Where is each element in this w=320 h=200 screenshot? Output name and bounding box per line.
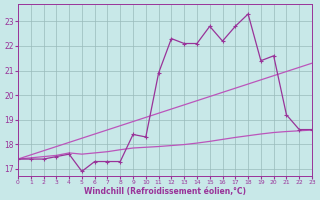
X-axis label: Windchill (Refroidissement éolien,°C): Windchill (Refroidissement éolien,°C) [84,187,246,196]
